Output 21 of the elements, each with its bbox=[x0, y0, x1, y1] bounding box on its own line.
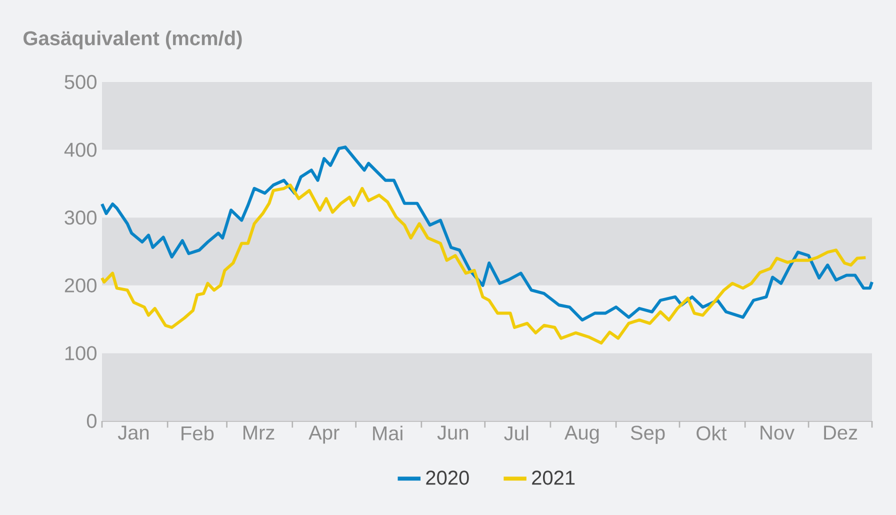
y-tick-label: 200 bbox=[64, 278, 96, 292]
x-tick-label: Jun bbox=[437, 426, 468, 440]
x-tick-label: Mai bbox=[373, 426, 402, 440]
x-tick-label: Dez bbox=[824, 426, 858, 440]
y-tick-label: 100 bbox=[65, 346, 96, 360]
legend-label: 2021 bbox=[532, 470, 575, 485]
x-tick-label: Aug bbox=[564, 426, 599, 444]
x-tick-label: Mrz bbox=[244, 426, 274, 440]
y-tick-label: 0 bbox=[86, 414, 96, 428]
legend-label: 2020 bbox=[426, 470, 469, 485]
x-tick-label: Apr bbox=[308, 426, 340, 444]
y-tick-label: 500 bbox=[64, 74, 96, 90]
x-tick-label: Jan bbox=[118, 426, 149, 440]
y-tick-label: 300 bbox=[64, 210, 96, 225]
x-tick-label: Jul bbox=[504, 426, 528, 440]
x-tick-label: Okt bbox=[696, 426, 727, 440]
chart-title: Gasäquivalent (mcm/d) bbox=[24, 30, 242, 50]
x-tick-label: Sep bbox=[630, 426, 665, 444]
x-tick-label: Feb bbox=[182, 426, 214, 440]
y-tick-label: 400 bbox=[64, 142, 96, 157]
x-tick-label: Nov bbox=[760, 426, 795, 440]
